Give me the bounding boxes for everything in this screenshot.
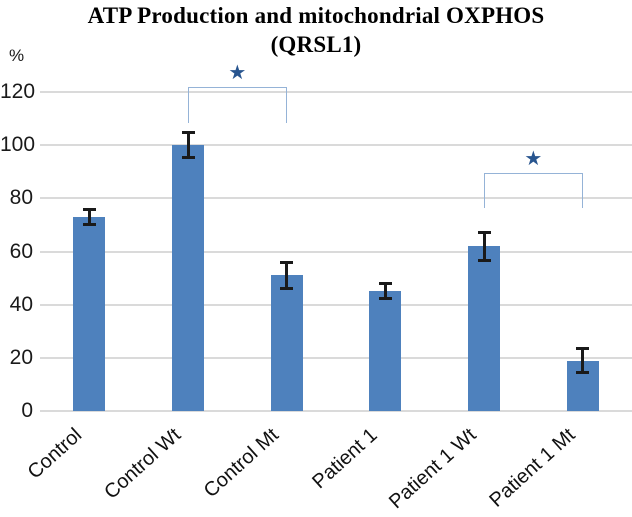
error-bar-bottom-cap <box>477 258 491 262</box>
y-tick-label: 40 <box>9 292 33 316</box>
x-category-label: Patient 1 Wt <box>385 424 481 514</box>
error-bar-line <box>482 231 486 261</box>
bar <box>172 145 204 411</box>
error-bar-line <box>285 262 289 289</box>
plot-area: 0 20 40 60 80 100 120 ★ ★ <box>0 62 632 422</box>
gridline <box>40 91 632 93</box>
bar <box>270 275 303 411</box>
significance-star: ★ <box>228 61 247 84</box>
y-tick-label: 60 <box>9 239 33 263</box>
error-bar-top-cap <box>280 261 294 265</box>
x-category-label: Control Mt <box>200 424 284 503</box>
error-bar-line <box>581 347 585 373</box>
error-bar-bottom-cap <box>82 222 96 226</box>
chart-title-line2: (QRSL1) <box>270 32 362 57</box>
error-bar-top-cap <box>477 230 491 234</box>
error-bar-line <box>186 131 190 159</box>
gridline <box>40 197 632 200</box>
x-category-label: Control Wt <box>99 424 185 504</box>
gridline <box>40 250 632 253</box>
error-bar-bottom-cap <box>378 297 392 301</box>
x-category-label: Patient 1 <box>308 424 383 494</box>
y-tick-label: 120 <box>0 80 36 103</box>
significance-bracket <box>484 173 583 208</box>
gridline <box>40 410 632 412</box>
error-bar-line <box>383 283 387 300</box>
chart-title-line1: ATP Production and mitochondrial OXPHOS <box>87 3 545 28</box>
x-category-label: Patient 1 Mt <box>485 424 580 512</box>
error-bar-line <box>87 208 91 225</box>
bar <box>73 216 106 411</box>
y-tick-label: 80 <box>9 186 33 210</box>
error-bar-top-cap <box>378 282 392 286</box>
y-tick-label: 20 <box>9 345 33 369</box>
x-category-label: Control <box>23 424 87 484</box>
chart-title: ATP Production and mitochondrial OXPHOS … <box>0 1 632 59</box>
y-axis-unit-label: % <box>9 46 25 65</box>
gridline <box>40 144 632 147</box>
error-bar-top-cap <box>82 207 96 211</box>
significance-bracket <box>188 86 287 123</box>
x-axis-labels: Control Control Wt Control Mt Patient 1 Pati… <box>23 424 632 517</box>
bar <box>468 246 500 411</box>
error-bar-top-cap <box>576 346 590 350</box>
error-bar-bottom-cap <box>280 286 294 290</box>
y-tick-label: 0 <box>21 399 33 422</box>
gridline <box>40 356 632 359</box>
error-bar-bottom-cap <box>576 370 590 374</box>
bar <box>369 291 402 411</box>
significance-star: ★ <box>524 148 543 171</box>
y-tick-label: 100 <box>0 133 36 157</box>
gridline <box>40 303 632 306</box>
error-bar-top-cap <box>181 130 195 134</box>
error-bar-bottom-cap <box>181 156 195 160</box>
